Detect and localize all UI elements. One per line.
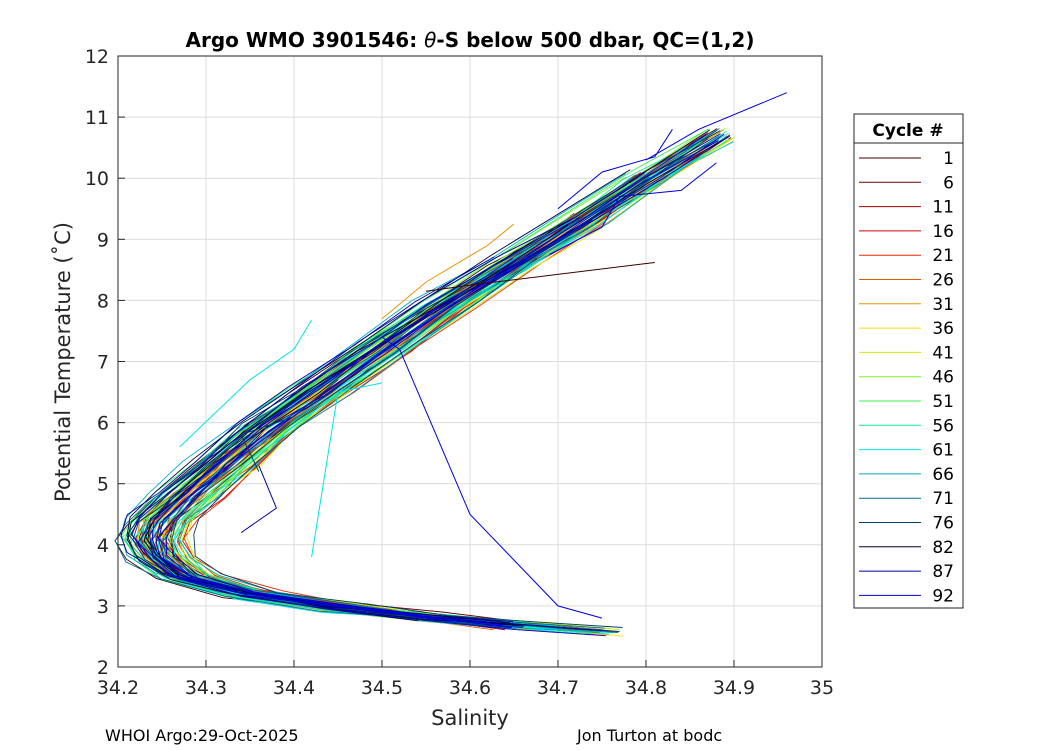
cycle-trace bbox=[114, 144, 706, 627]
legend-label: 1 bbox=[943, 149, 954, 169]
y-tick-label: 7 bbox=[97, 352, 109, 374]
legend-label: 41 bbox=[932, 343, 954, 363]
legend-label: 31 bbox=[932, 295, 954, 315]
legend-label: 16 bbox=[932, 222, 954, 242]
outlier-trace bbox=[179, 319, 313, 448]
series-traces bbox=[114, 92, 787, 637]
y-tick-label: 12 bbox=[85, 46, 109, 68]
cycle-trace bbox=[137, 140, 719, 637]
x-tick-label: 34.2 bbox=[97, 677, 139, 699]
y-tick-label: 2 bbox=[97, 657, 109, 679]
outlier-trace bbox=[645, 92, 787, 161]
x-tick-label: 34.5 bbox=[361, 677, 403, 699]
footer-left: WHOI Argo:29-Oct-2025 bbox=[105, 726, 299, 745]
y-tick-label: 3 bbox=[97, 596, 109, 618]
x-tick-label: 35 bbox=[810, 677, 834, 699]
outlier-trace bbox=[311, 382, 383, 558]
legend-label: 87 bbox=[932, 562, 954, 582]
y-axis-label: Potential Temperature (˚C) bbox=[51, 222, 75, 502]
legend-label: 82 bbox=[932, 538, 954, 558]
legend-label: 21 bbox=[932, 246, 954, 266]
x-tick-label: 34.9 bbox=[713, 677, 755, 699]
footer-right: Jon Turton at bodc bbox=[576, 726, 722, 745]
outlier-trace bbox=[381, 336, 603, 619]
legend: Cycle # 16111621263136414651566166717682… bbox=[853, 113, 964, 609]
y-tick-label: 10 bbox=[85, 168, 109, 190]
chart-title: Argo WMO 3901546: θ-S below 500 dbar, QC… bbox=[186, 28, 755, 52]
legend-label: 76 bbox=[932, 514, 954, 534]
y-tick-label: 4 bbox=[97, 535, 109, 557]
legend-label: 51 bbox=[932, 392, 954, 412]
legend-label: 6 bbox=[943, 173, 954, 193]
outlier-trace bbox=[557, 129, 673, 210]
outlier-trace bbox=[381, 223, 515, 320]
grid-lines bbox=[117, 55, 823, 668]
cycle-trace bbox=[127, 224, 569, 622]
legend-label: 11 bbox=[932, 198, 954, 218]
legend-label: 92 bbox=[932, 586, 954, 606]
legend-label: 71 bbox=[932, 489, 954, 509]
outlier-trace bbox=[548, 162, 717, 256]
y-tick-labels: 2 3 4 5 6 7 8 9 10 11 12 bbox=[85, 46, 125, 679]
cycle-trace bbox=[193, 258, 623, 628]
legend-box bbox=[853, 113, 964, 609]
x-tick-labels: 34.2 34.3 34.4 34.5 34.6 34.7 34.8 34.9 35 bbox=[97, 660, 834, 699]
y-tick-label: 6 bbox=[97, 413, 109, 435]
legend-label: 66 bbox=[932, 465, 954, 485]
x-axis-label: Salinity bbox=[431, 706, 509, 730]
y-tick-label: 5 bbox=[97, 474, 109, 496]
y-tick-label: 8 bbox=[97, 290, 109, 312]
x-tick-label: 34.7 bbox=[537, 677, 579, 699]
cycle-trace bbox=[165, 134, 707, 628]
legend-label: 26 bbox=[932, 271, 954, 291]
x-tick-label: 34.4 bbox=[273, 677, 315, 699]
x-tick-label: 34.3 bbox=[185, 677, 227, 699]
y-tick-label: 11 bbox=[85, 107, 109, 129]
x-tick-label: 34.6 bbox=[449, 677, 491, 699]
legend-label: 46 bbox=[932, 368, 954, 388]
x-tick-label: 34.8 bbox=[625, 677, 667, 699]
legend-title: Cycle # bbox=[872, 121, 943, 141]
legend-label: 56 bbox=[932, 416, 954, 436]
legend-label: 36 bbox=[932, 319, 954, 339]
legend-label: 61 bbox=[932, 441, 954, 461]
outlier-trace bbox=[240, 379, 339, 472]
y-tick-label: 9 bbox=[97, 229, 109, 251]
outlier-trace bbox=[240, 465, 278, 534]
outlier-trace bbox=[425, 262, 655, 292]
cycle-trace bbox=[130, 217, 580, 626]
